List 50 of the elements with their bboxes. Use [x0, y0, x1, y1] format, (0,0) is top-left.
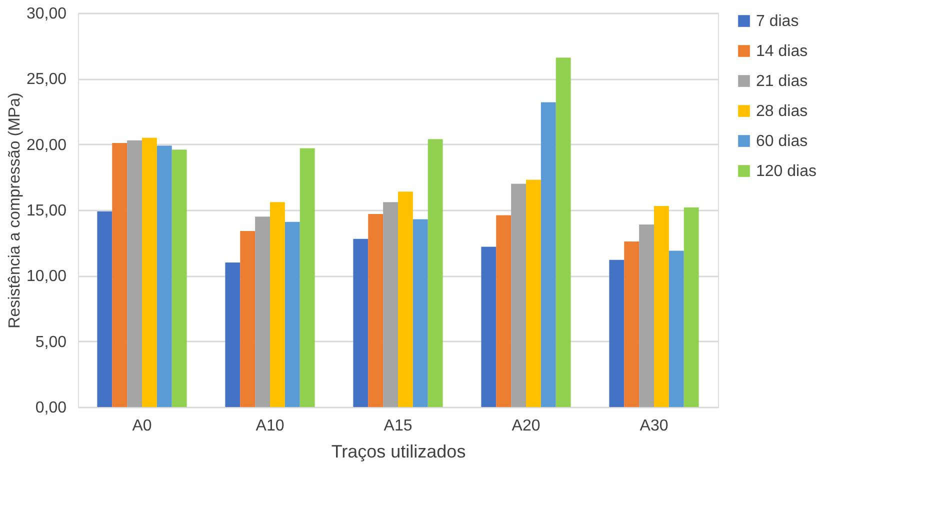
bar	[624, 242, 640, 407]
bar	[684, 207, 699, 407]
y-tick-label: 5,00	[35, 334, 67, 351]
bar	[225, 262, 240, 407]
y-axis-title: Resistência a compressão (MPa)	[6, 92, 24, 328]
bar	[112, 143, 128, 407]
bar	[284, 222, 300, 407]
y-tick-label: 30,00	[26, 6, 67, 22]
legend-label: 7 dias	[756, 13, 799, 30]
bar	[556, 58, 571, 407]
bar	[368, 214, 384, 407]
bar	[156, 146, 172, 407]
legend-label: 120 dias	[756, 163, 816, 180]
bar	[398, 192, 413, 407]
bar	[300, 148, 315, 407]
bar	[270, 202, 285, 407]
x-tick-label: A20	[512, 418, 540, 434]
legend-label: 28 dias	[756, 103, 808, 120]
bar	[172, 150, 187, 407]
bar	[481, 246, 496, 407]
legend-label: 14 dias	[756, 43, 808, 60]
bar	[412, 219, 428, 407]
x-tick-label: A30	[640, 418, 668, 434]
y-tick-label: 25,00	[26, 71, 67, 88]
y-tick-label: 10,00	[26, 268, 67, 286]
bar	[428, 139, 443, 407]
bar	[540, 102, 556, 407]
bar	[255, 216, 270, 407]
bar	[240, 231, 256, 407]
bar	[383, 202, 398, 407]
bar	[609, 260, 624, 407]
x-axis-title: Traços utilizados	[331, 442, 466, 462]
bar	[668, 250, 684, 407]
y-tick-label: 0,00	[35, 400, 67, 416]
bar	[526, 180, 541, 407]
bar	[127, 140, 142, 407]
x-tick-label: A0	[132, 418, 152, 434]
x-tick-label: A10	[256, 418, 284, 434]
bar	[97, 211, 112, 407]
bar	[496, 215, 512, 407]
bar	[639, 224, 654, 407]
bar	[353, 238, 368, 407]
bar	[511, 184, 526, 407]
legend-label: 21 dias	[756, 73, 808, 90]
y-tick-label: 15,00	[26, 202, 67, 220]
y-tick-label: 20,00	[26, 136, 67, 154]
bar	[142, 138, 157, 407]
x-tick-label: A15	[384, 418, 412, 434]
bar	[654, 206, 669, 407]
legend-label: 60 dias	[756, 133, 808, 150]
